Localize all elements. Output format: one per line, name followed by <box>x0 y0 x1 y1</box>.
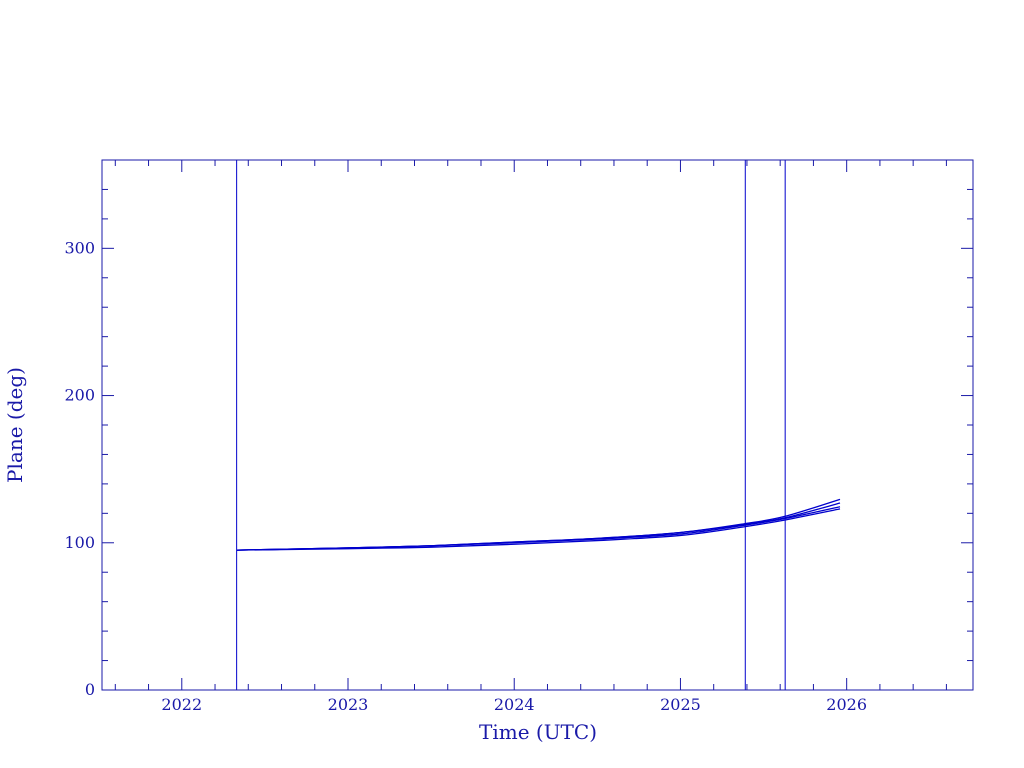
x-tick-label-3: 2025 <box>660 695 701 714</box>
y-axis-label: Plane (deg) <box>3 367 27 483</box>
axis-ticks <box>102 159 973 690</box>
y-tick-label-1: 100 <box>64 533 95 552</box>
y-tick-label-3: 300 <box>64 238 95 257</box>
series-group <box>236 498 841 551</box>
vertical-markers <box>236 160 786 690</box>
y-tick-labels: 0 100 200 300 <box>64 238 95 699</box>
x-tick-label-4: 2026 <box>826 695 867 714</box>
x-tick-labels: 2022 2023 2024 2025 2026 <box>161 695 867 714</box>
plot-frame <box>101 159 974 691</box>
x-tick-label-1: 2023 <box>328 695 369 714</box>
y-tick-label-2: 200 <box>64 386 95 405</box>
series-line-2 <box>236 506 841 551</box>
y-tick-label-0: 0 <box>85 680 95 699</box>
x-axis-label: Time (UTC) <box>479 720 597 744</box>
x-tick-label-0: 2022 <box>161 695 202 714</box>
series-line-3 <box>236 508 841 551</box>
x-tick-label-2: 2024 <box>494 695 535 714</box>
